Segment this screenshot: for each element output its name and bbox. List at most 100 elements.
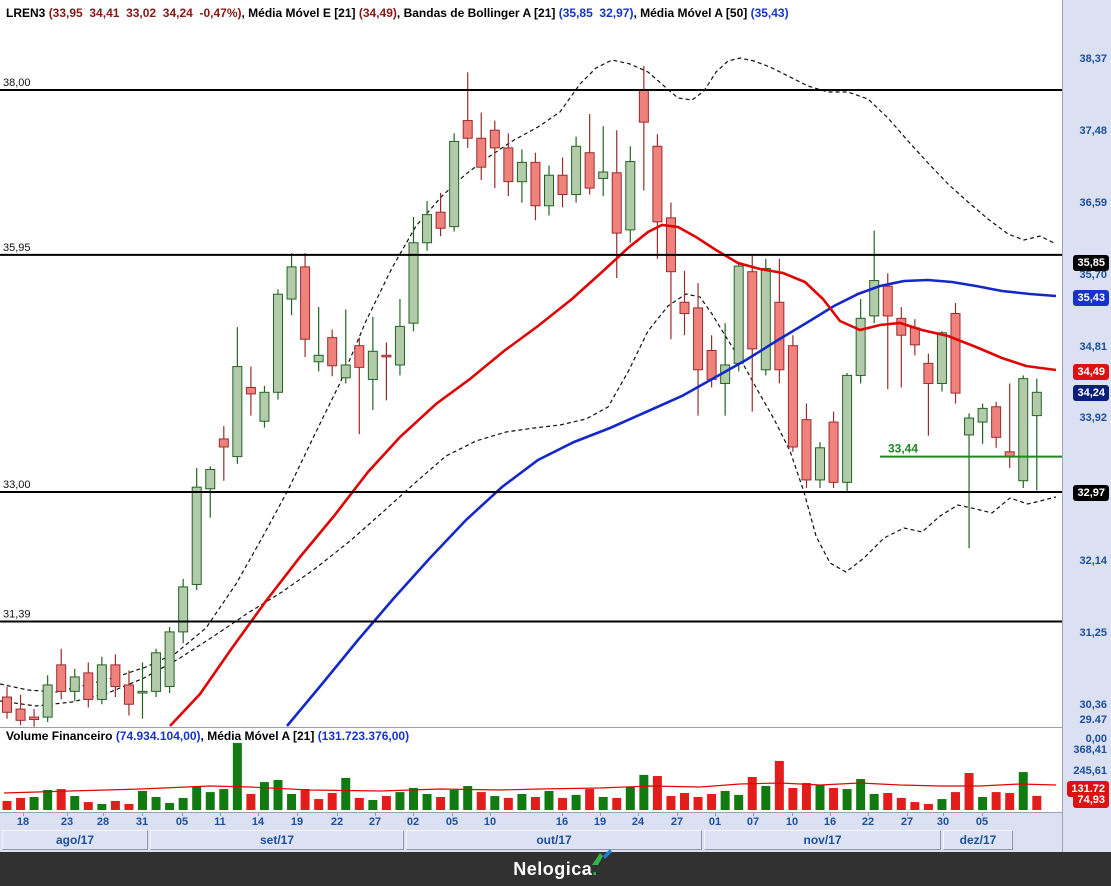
candle-body [733, 265, 744, 364]
volume-bar [761, 786, 771, 810]
candle-body [611, 172, 622, 234]
volume-bar [598, 796, 608, 810]
volume-bar [1018, 772, 1028, 810]
time-axis[interactable]: 18 23 28 31 05 11 14 19 22 27 02 05 10 16 19 24 27 01 07 10… [0, 812, 1111, 852]
volume-value-badge: 74,93 [1073, 792, 1109, 808]
volume-bar [937, 799, 947, 810]
volume-bar [300, 789, 310, 810]
volume-bar [16, 797, 26, 810]
support-line-label: 33,44 [888, 442, 918, 456]
time-axis-tick: 27 [670, 816, 684, 828]
candle-body [422, 214, 433, 244]
time-axis-tick: 07 [746, 816, 760, 828]
price-axis-tick: 36,59 [1079, 197, 1107, 209]
price-value-badge: 35,85 [1073, 255, 1109, 271]
volume-bar [612, 797, 622, 810]
time-axis-tick: 11 [214, 816, 226, 828]
time-axis-tick: 31 [135, 816, 149, 828]
candle-body [503, 147, 514, 183]
candle-body [29, 716, 40, 721]
time-axis-tick: 30 [936, 816, 950, 828]
candle-body [815, 447, 825, 481]
candle-body [178, 586, 189, 633]
time-axis-tickmark [753, 813, 754, 816]
candle-body [408, 242, 419, 324]
time-axis-tick: 01 [708, 816, 722, 828]
candle-body [828, 421, 839, 483]
candle-body [259, 391, 270, 422]
time-axis-tick: 16 [555, 816, 569, 828]
price-value-badge: 34,49 [1073, 364, 1109, 380]
time-axis-tickmark [182, 813, 183, 816]
time-axis-tickmark [337, 813, 338, 816]
candle-body [950, 313, 961, 394]
price-axis-tick: 35,70 [1079, 269, 1107, 281]
price-axis[interactable]: 38,37 37,48 36,59 35,70 34,81 33,92 32,14 31,25… [1062, 0, 1111, 852]
chart-canvas[interactable]: 38,00 35,95 33,00 31,39 33,44 [0, 0, 1062, 812]
time-axis-tickmark [375, 813, 376, 816]
price-axis-tick: 37,48 [1079, 125, 1107, 137]
volume-bar [869, 793, 879, 810]
price-axis-tick: 38,37 [1079, 53, 1107, 65]
month-segment[interactable]: ago/17 [2, 830, 148, 850]
candle-body [232, 366, 243, 458]
month-segment[interactable]: nov/17 [704, 830, 941, 850]
candle-body [394, 325, 405, 366]
volume-bar [747, 776, 757, 810]
time-axis-tick: 10 [483, 816, 497, 828]
candle-body [137, 690, 148, 694]
candle-body [96, 664, 107, 700]
time-axis-tickmark [868, 813, 869, 816]
candle-body [584, 152, 595, 189]
volume-bar [354, 797, 364, 810]
chart-plot-area[interactable] [0, 0, 1062, 812]
time-axis-tick: 27 [368, 816, 382, 828]
candle-body [964, 417, 975, 436]
price-level-label: 31,39 [3, 608, 31, 620]
candle-body [191, 486, 202, 585]
volume-bar [124, 803, 134, 810]
month-segment[interactable]: dez/17 [943, 830, 1013, 850]
volume-bar [1032, 795, 1042, 810]
candle-body [706, 349, 717, 380]
volume-bar [707, 793, 717, 810]
candle-body [516, 161, 527, 183]
volume-bar [97, 803, 107, 810]
candle-body [991, 406, 1002, 438]
volume-bar [1005, 793, 1015, 810]
time-axis-tickmark [715, 813, 716, 816]
volume-bar [951, 792, 960, 810]
candle-body [123, 684, 134, 705]
time-axis-tick: 02 [406, 816, 420, 828]
volume-ma-line [3, 782, 1057, 794]
price-level-label: 33,00 [3, 479, 31, 491]
volume-bar [558, 797, 568, 810]
price-axis-tick: 34,81 [1079, 341, 1107, 353]
volume-bar [490, 796, 500, 810]
volume-axis-tick: 368,41 [1073, 744, 1107, 756]
month-segment[interactable]: set/17 [150, 830, 404, 850]
candle-body [354, 345, 365, 368]
time-axis-tick: 24 [631, 816, 645, 828]
volume-bar [219, 789, 229, 810]
volume-bar [246, 793, 256, 810]
candle-body [855, 317, 866, 376]
volume-bar [788, 787, 798, 810]
volume-bar [720, 790, 730, 810]
candle-body [909, 327, 920, 346]
time-axis-tickmark [142, 813, 143, 816]
month-segment[interactable]: out/17 [406, 830, 702, 850]
volume-bar [693, 796, 703, 810]
time-axis-tick: 16 [823, 816, 837, 828]
volume-bar [368, 799, 378, 810]
volume-bar [652, 776, 662, 810]
candle-body [665, 217, 676, 273]
time-axis-tickmark [943, 813, 944, 816]
candle-body [245, 386, 256, 395]
time-axis-tickmark [830, 813, 831, 816]
candle-body [218, 438, 229, 448]
volume-bar [110, 800, 120, 810]
volume-bar [409, 787, 418, 810]
candle-body [923, 362, 934, 384]
volume-bar [910, 802, 920, 810]
